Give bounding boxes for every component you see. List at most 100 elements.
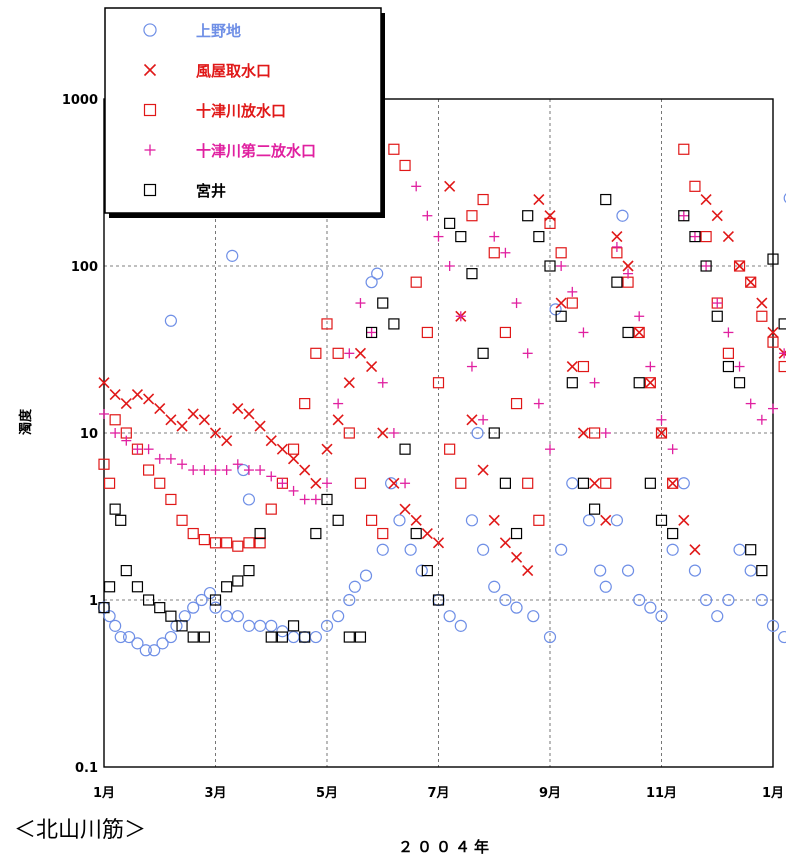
data-point	[143, 393, 155, 405]
data-point	[588, 427, 601, 439]
data-point	[543, 630, 557, 644]
data-point	[756, 564, 768, 577]
data-point	[287, 630, 300, 644]
data-point	[421, 527, 433, 540]
data-point	[343, 427, 355, 439]
data-point	[533, 514, 545, 526]
data-point	[287, 443, 300, 455]
data-point	[611, 231, 623, 243]
data-point	[132, 444, 143, 455]
data-point	[288, 485, 299, 496]
data-point	[500, 247, 511, 258]
data-point	[98, 377, 110, 389]
data-point	[287, 620, 300, 632]
data-point	[556, 261, 567, 271]
data-point	[120, 564, 132, 577]
x-axis-title: ２００４年	[398, 838, 494, 856]
data-point	[477, 464, 489, 476]
data-point	[265, 631, 277, 643]
data-point	[722, 360, 735, 373]
data-point	[139, 644, 152, 657]
data-point	[766, 619, 780, 632]
data-point	[594, 564, 607, 577]
data-point	[388, 477, 400, 489]
y-tick-label: 0.1	[75, 761, 98, 776]
data-point	[678, 210, 689, 221]
data-point	[533, 398, 544, 409]
data-point	[410, 527, 422, 540]
data-point	[404, 543, 417, 556]
x-axis-ticks: 1月 3月 5月 7月 9月 11月 1月	[93, 786, 784, 801]
data-point	[589, 377, 600, 388]
data-point	[667, 444, 678, 455]
data-point	[221, 537, 233, 549]
data-point	[354, 347, 367, 359]
data-point	[109, 414, 121, 426]
data-point	[510, 551, 523, 563]
data-point	[343, 377, 355, 389]
data-point	[131, 388, 144, 401]
data-point	[655, 610, 668, 623]
data-point	[499, 326, 511, 339]
data-point	[455, 477, 467, 489]
data-point	[265, 435, 277, 447]
data-point	[644, 377, 656, 389]
legend-marker	[143, 23, 157, 37]
x-tick-label: 7月	[427, 786, 449, 801]
y-axis-ticks: 0.1 1 10 100 1000	[62, 93, 98, 776]
data-point	[522, 565, 534, 577]
data-point	[98, 458, 110, 470]
x-tick-label: 3月	[204, 786, 226, 801]
data-point	[744, 564, 757, 577]
data-point	[165, 493, 177, 506]
data-point	[566, 477, 579, 490]
data-point	[600, 514, 612, 526]
data-point	[566, 377, 578, 389]
x-tick-label: 1月	[93, 786, 115, 801]
data-point	[143, 444, 154, 455]
data-point	[589, 477, 601, 489]
data-point	[355, 298, 366, 309]
data-point	[332, 514, 344, 526]
data-point	[243, 408, 255, 420]
data-point	[567, 286, 578, 297]
data-point	[332, 610, 345, 623]
data-point	[600, 477, 612, 489]
data-point	[178, 610, 191, 623]
data-point	[655, 427, 668, 439]
data-point	[254, 537, 266, 549]
data-point	[699, 593, 713, 607]
data-point	[779, 348, 786, 359]
data-point	[399, 503, 411, 515]
data-point	[621, 564, 635, 577]
data-point	[195, 593, 208, 607]
data-point	[767, 336, 779, 348]
data-points	[97, 143, 786, 657]
x-tick-label: 9月	[539, 786, 561, 801]
data-point	[400, 478, 411, 489]
data-point	[298, 630, 311, 644]
data-point	[109, 503, 121, 515]
data-point	[103, 581, 116, 593]
data-point	[277, 478, 288, 489]
data-point	[209, 427, 222, 439]
data-point	[465, 514, 479, 527]
data-point	[165, 610, 177, 622]
data-point	[633, 593, 646, 607]
data-point	[444, 443, 456, 455]
data-point	[533, 230, 545, 243]
data-point	[488, 514, 500, 526]
data-point	[432, 594, 445, 606]
data-point	[722, 347, 735, 359]
data-point	[209, 601, 222, 614]
data-point	[103, 477, 116, 489]
data-point	[599, 580, 612, 593]
data-point	[276, 631, 288, 643]
data-point	[348, 580, 361, 593]
y-tick-label: 10	[80, 427, 98, 442]
data-point	[276, 625, 289, 638]
data-point	[667, 477, 679, 489]
data-point	[455, 311, 466, 322]
data-point	[120, 398, 132, 410]
